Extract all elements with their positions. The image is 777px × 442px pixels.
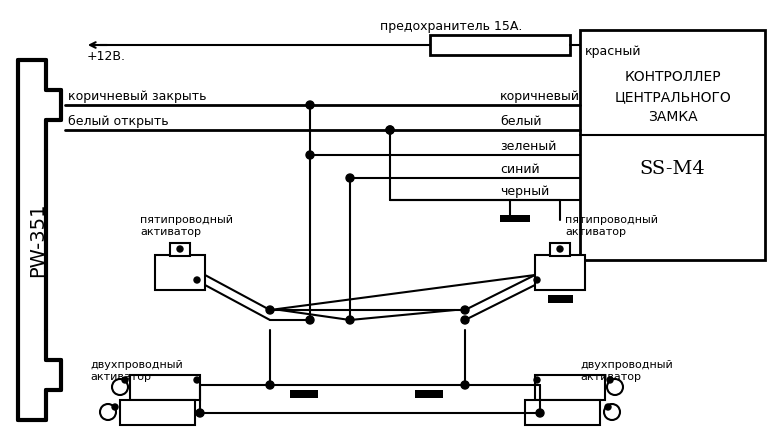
Circle shape <box>386 126 394 134</box>
Circle shape <box>177 246 183 252</box>
Circle shape <box>306 101 314 109</box>
Bar <box>120 400 195 425</box>
Bar <box>170 243 190 256</box>
Circle shape <box>346 174 354 182</box>
Circle shape <box>461 316 469 324</box>
Circle shape <box>122 377 128 383</box>
Text: синий: синий <box>500 163 539 176</box>
Text: зеленый: зеленый <box>500 140 556 153</box>
Bar <box>525 400 600 425</box>
Circle shape <box>306 151 314 159</box>
Bar <box>535 255 585 290</box>
Text: коричневый: коричневый <box>500 90 580 103</box>
Text: +12В.: +12В. <box>87 50 126 63</box>
Circle shape <box>196 409 204 417</box>
Circle shape <box>194 377 200 383</box>
Bar <box>535 375 605 400</box>
Text: PW-351: PW-351 <box>29 203 47 277</box>
Circle shape <box>266 306 274 314</box>
Circle shape <box>194 277 200 283</box>
Circle shape <box>607 379 623 395</box>
Circle shape <box>100 404 116 420</box>
Circle shape <box>112 404 118 410</box>
Bar <box>580 30 765 260</box>
Bar <box>290 390 318 398</box>
Circle shape <box>461 381 469 389</box>
Circle shape <box>534 277 540 283</box>
Circle shape <box>461 306 469 314</box>
Circle shape <box>112 379 128 395</box>
Circle shape <box>605 404 611 410</box>
Text: белый открыть: белый открыть <box>68 115 169 128</box>
Text: двухпроводный
активатор: двухпроводный активатор <box>90 360 183 381</box>
Text: красный: красный <box>585 45 642 57</box>
Text: пятипроводный
активатор: пятипроводный активатор <box>565 215 658 236</box>
Circle shape <box>346 316 354 324</box>
Circle shape <box>534 377 540 383</box>
Circle shape <box>266 381 274 389</box>
Text: SS-M4: SS-M4 <box>639 160 706 178</box>
Text: ЗАМКА: ЗАМКА <box>648 110 697 124</box>
Circle shape <box>557 246 563 252</box>
Text: белый: белый <box>500 115 542 128</box>
Circle shape <box>604 404 620 420</box>
Bar <box>550 243 570 256</box>
Circle shape <box>607 377 613 383</box>
Bar <box>548 295 573 303</box>
Bar <box>500 215 530 222</box>
Circle shape <box>306 316 314 324</box>
Circle shape <box>386 126 394 134</box>
Text: двухпроводный
активатор: двухпроводный активатор <box>580 360 673 381</box>
Circle shape <box>536 409 544 417</box>
Text: ЦЕНТРАЛЬНОГО: ЦЕНТРАЛЬНОГО <box>614 90 731 104</box>
Text: коричневый закрыть: коричневый закрыть <box>68 90 207 103</box>
Bar <box>130 375 200 400</box>
Text: КОНТРОЛЛЕР: КОНТРОЛЛЕР <box>624 70 721 84</box>
Text: предохранитель 15А.: предохранитель 15А. <box>380 20 522 33</box>
Text: черный: черный <box>500 185 549 198</box>
Bar <box>430 35 570 55</box>
Text: пятипроводный
активатор: пятипроводный активатор <box>140 215 233 236</box>
Bar <box>155 255 205 290</box>
Bar <box>415 390 443 398</box>
